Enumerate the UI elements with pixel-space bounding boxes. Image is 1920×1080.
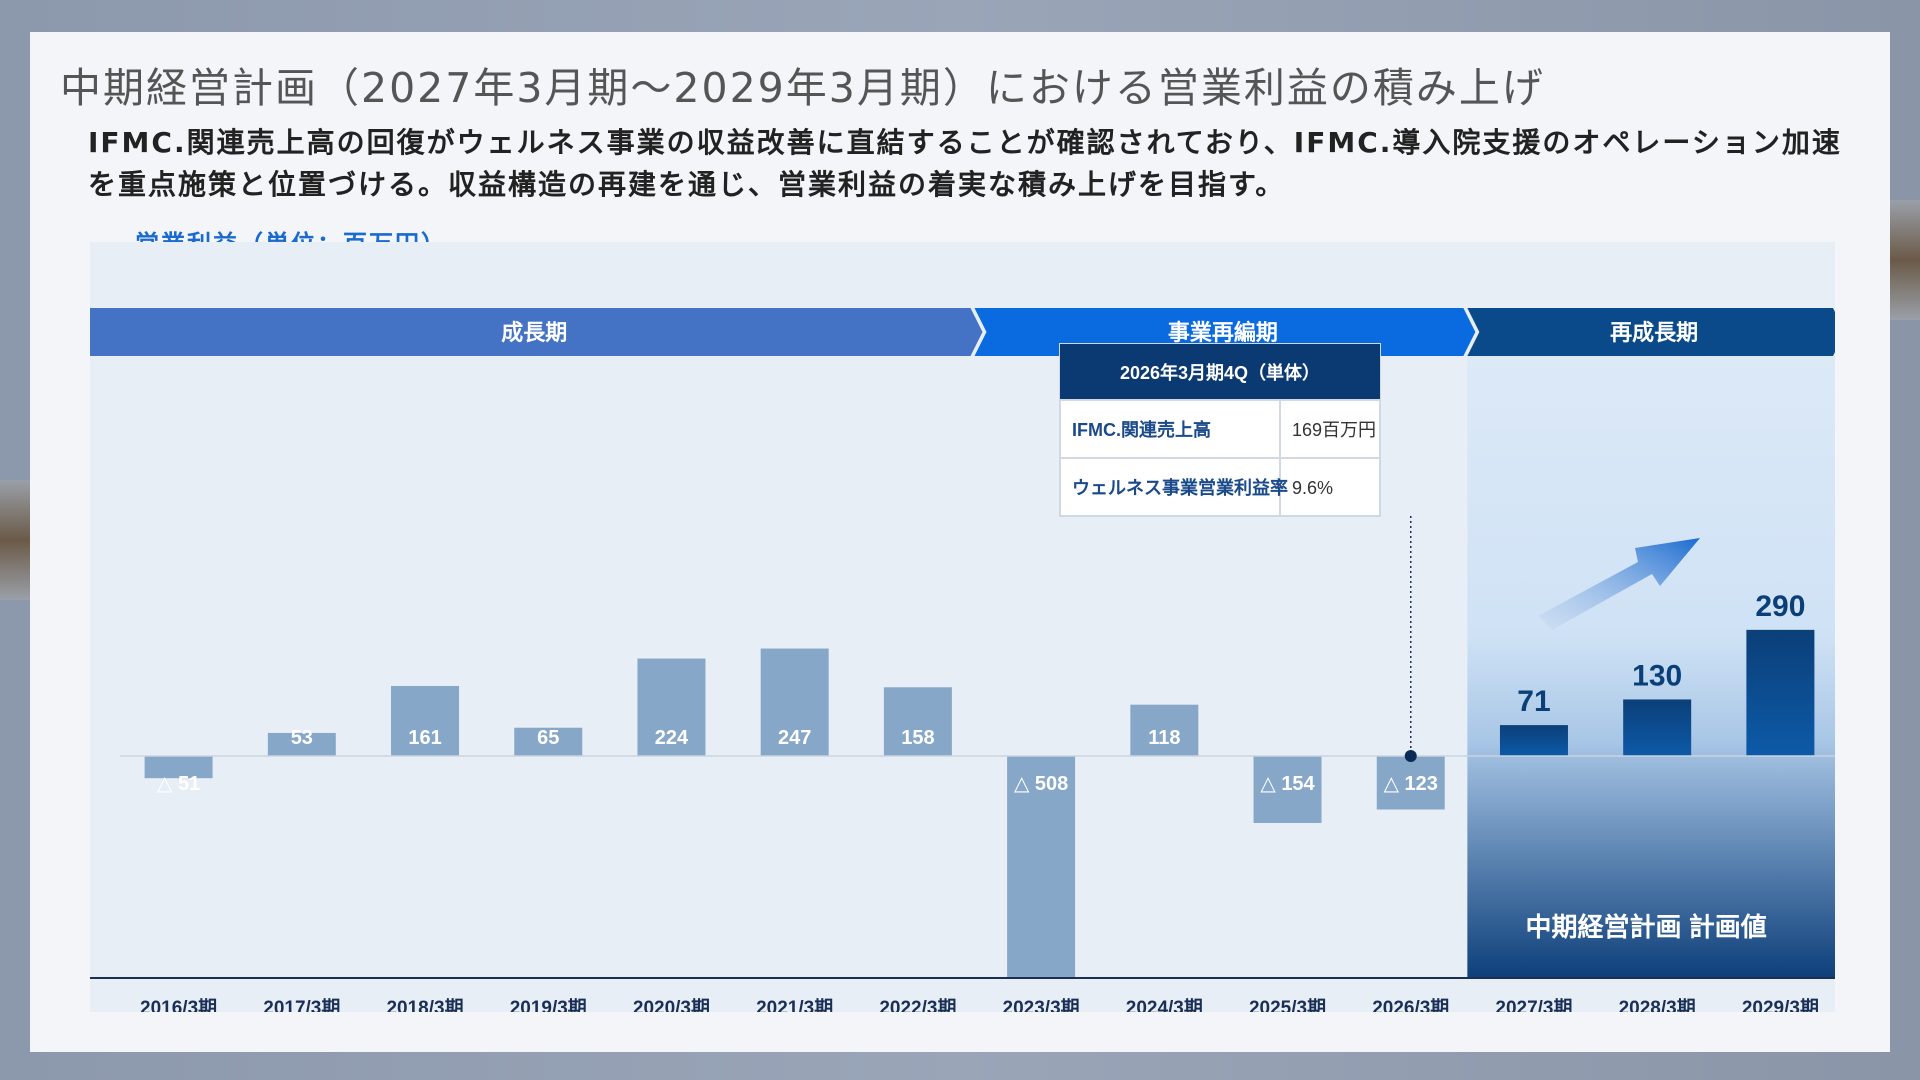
data-label-2025/3期: △ 154: [1260, 773, 1315, 795]
chart-area: 成長期 事業再編期 再成長期 中期経営計画 計画値 △ 51 53 161 65 224 24…: [90, 242, 1845, 1019]
data-label-2022/3期: 158: [901, 727, 934, 749]
data-label-2016/3期: △ 51: [157, 773, 200, 795]
bar-2027/3期: [1499, 725, 1568, 756]
bar-2028/3期: [1623, 699, 1692, 756]
data-label-2019/3期: 65: [537, 727, 559, 749]
data-label-2027/3期: 71: [1517, 685, 1550, 718]
bar-2024/3期: [1130, 704, 1199, 756]
x-tick-label-2027/3期: 2027/3期: [1495, 997, 1572, 1012]
data-label-2026/3期: △ 123: [1384, 773, 1438, 795]
data-label-2021/3期: 247: [778, 727, 811, 749]
x-tick-label-2018/3期: 2018/3期: [386, 997, 463, 1012]
bar-2025/3期: [1253, 756, 1322, 823]
bar-2029/3期: [1746, 629, 1815, 756]
x-tick-label-2022/3期: 2022/3期: [879, 997, 956, 1012]
x-tick-label-2025/3期: 2025/3期: [1249, 997, 1326, 1012]
data-label-2020/3期: 224: [655, 727, 689, 749]
x-tick-label-2021/3期: 2021/3期: [756, 997, 833, 1012]
info-row-value: 169百万円: [1292, 420, 1376, 440]
phase-banner-3: [1467, 308, 1845, 356]
x-tick-label-2019/3期: 2019/3期: [510, 997, 587, 1012]
bar-2026/3期: [1376, 756, 1445, 810]
bar-2018/3期: [391, 685, 460, 756]
operating-profit-chart: 成長期 事業再編期 再成長期 中期経営計画 計画値 △ 51 53 161 65 224 24…: [90, 242, 1845, 1019]
data-label-2018/3期: 161: [408, 727, 441, 749]
page-title: 中期経営計画（2027年3月期～2029年3月期）における営業利益の積み上げ: [60, 64, 1545, 112]
data-label-2028/3期: 130: [1632, 659, 1682, 692]
bar-2016/3期: [144, 756, 213, 779]
data-label-2024/3期: 118: [1148, 727, 1180, 749]
info-row-label: ウェルネス事業営業利益率: [1072, 477, 1288, 498]
bar-2017/3期: [267, 732, 336, 756]
data-label-2029/3期: 290: [1755, 590, 1805, 623]
x-tick-label-2017/3期: 2017/3期: [263, 997, 340, 1012]
right-edge-decoration: [1890, 200, 1920, 320]
data-label-2023/3期: △ 508: [1014, 773, 1068, 795]
x-tick-label-2023/3期: 2023/3期: [1003, 997, 1080, 1012]
phase-banner-1: [90, 308, 983, 356]
x-tick-label-2028/3期: 2028/3期: [1619, 997, 1696, 1012]
phase-label-2: 事業再編期: [1168, 320, 1278, 345]
info-row-value: 9.6%: [1292, 478, 1333, 498]
bar-2021/3期: [760, 648, 829, 756]
lead-text: IFMC.関連売上高の回復がウェルネス事業の収益改善に直結することが確認されてお…: [88, 126, 1842, 201]
data-label-2017/3期: 53: [291, 727, 313, 749]
left-edge-decoration: [0, 480, 30, 600]
growth-arrow-icon: [1538, 538, 1700, 630]
phase-label-1: 成長期: [501, 320, 567, 345]
bar-2022/3期: [883, 687, 952, 756]
bar-2019/3期: [514, 727, 583, 756]
phase-label-3: 再成長期: [1610, 320, 1698, 345]
x-tick-label-2016/3期: 2016/3期: [140, 997, 217, 1012]
info-row-label: IFMC.関連売上高: [1072, 419, 1211, 440]
bar-2023/3期: [1007, 756, 1076, 977]
x-tick-label-2020/3期: 2020/3期: [633, 997, 710, 1012]
info-box-header: [1060, 344, 1380, 400]
slide: 中期経営計画（2027年3月期～2029年3月期）における営業利益の積み上げ I…: [30, 32, 1890, 1052]
x-tick-label-2024/3期: 2024/3期: [1126, 997, 1203, 1012]
x-tick-label-2026/3期: 2026/3期: [1372, 997, 1449, 1012]
info-box-title: 2026年3月期4Q（単体）: [1120, 362, 1320, 383]
bar-2020/3期: [637, 658, 706, 756]
info-leader-dot: [1404, 750, 1417, 762]
x-tick-label-2029/3期: 2029/3期: [1742, 997, 1819, 1012]
plan-label: 中期経営計画 計画値: [1526, 912, 1767, 942]
